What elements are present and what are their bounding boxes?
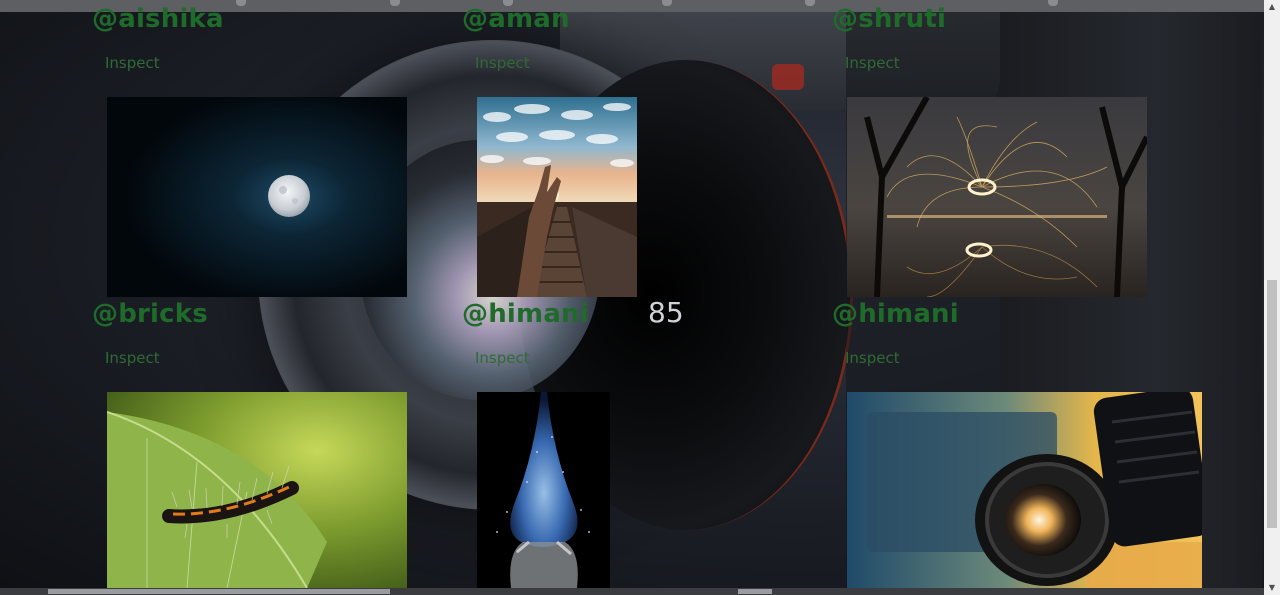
- scroll-segment: [738, 589, 772, 594]
- scroll-down-icon[interactable]: ▼: [1268, 583, 1276, 592]
- caterpillar-image: [107, 392, 407, 588]
- tab-dot: [662, 0, 672, 6]
- username-handle: @aishika: [92, 4, 224, 34]
- photo-caterpillar[interactable]: [107, 392, 407, 588]
- inspect-link[interactable]: Inspect: [475, 54, 530, 72]
- photo-steel-wool[interactable]: [847, 97, 1147, 297]
- tab-dot: [805, 0, 815, 6]
- inspect-link[interactable]: Inspect: [845, 54, 900, 72]
- photo-full-moon[interactable]: [107, 97, 407, 297]
- hand-sunset-image: [477, 97, 637, 297]
- scrollbar-thumb[interactable]: [1267, 280, 1277, 528]
- lens-marking: 85: [648, 296, 684, 329]
- username-handle: @himani: [462, 299, 589, 329]
- inspect-link[interactable]: Inspect: [105, 54, 160, 72]
- camera-red-button: [772, 64, 804, 90]
- username-handle: @himani: [832, 299, 959, 329]
- tab-dot: [236, 0, 246, 6]
- tab-dot: [1048, 0, 1058, 6]
- water-drop-image: [477, 392, 610, 588]
- horizontal-scrollbar[interactable]: [0, 588, 1264, 595]
- photo-water-drop[interactable]: [477, 392, 610, 588]
- username-handle: @aman: [462, 4, 570, 34]
- inspect-link[interactable]: Inspect: [845, 349, 900, 367]
- camera-lens-image: [847, 392, 1202, 588]
- photo-camera-lens[interactable]: [847, 392, 1202, 588]
- steel-wool-image: [847, 97, 1147, 297]
- moon-image: [107, 97, 407, 297]
- scroll-up-icon[interactable]: ▲: [1268, 2, 1276, 11]
- inspect-link[interactable]: Inspect: [475, 349, 530, 367]
- browser-top-strip: [0, 0, 1264, 12]
- username-handle: @shruti: [832, 4, 947, 34]
- vertical-scrollbar[interactable]: ▲ ▼: [1264, 0, 1280, 595]
- tab-dot: [390, 0, 400, 6]
- photo-hand-sunset[interactable]: [477, 97, 637, 297]
- username-handle: @bricks: [92, 299, 208, 329]
- scroll-segment: [48, 589, 390, 594]
- inspect-link[interactable]: Inspect: [105, 349, 160, 367]
- tab-dot: [503, 0, 513, 6]
